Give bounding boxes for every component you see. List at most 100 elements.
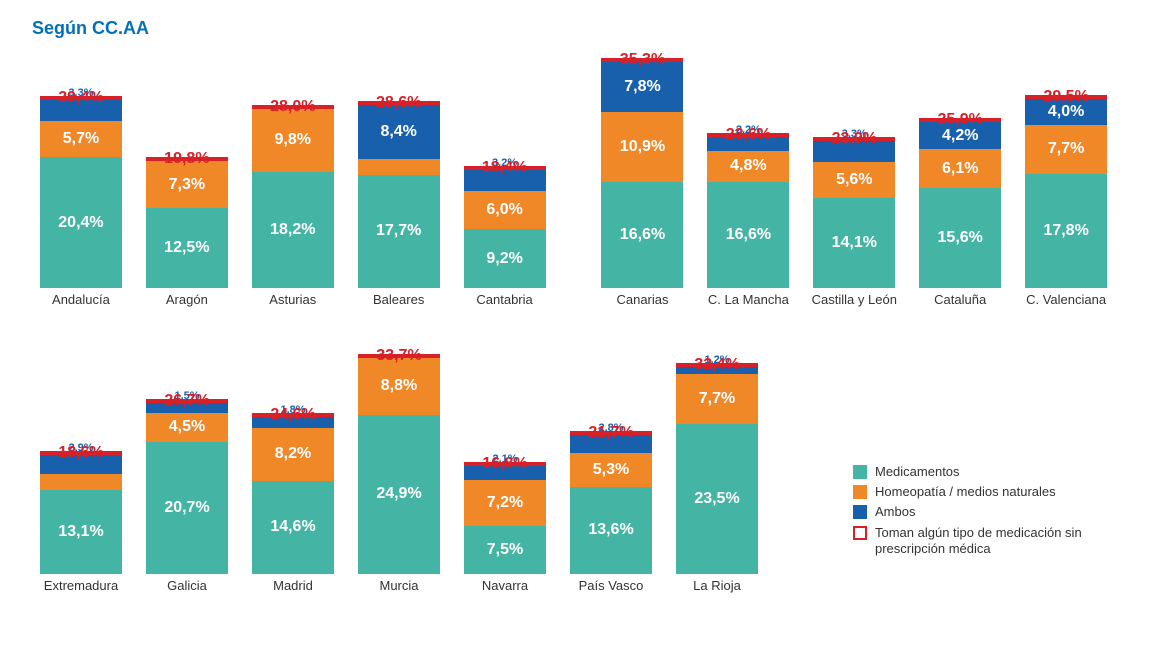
bar-segment: 18,4% (464, 166, 546, 170)
bar-segment-label: 33,7% (376, 348, 421, 364)
bar-segment-label: 14,6% (270, 519, 315, 535)
bar-segment-label: 24,6% (270, 407, 315, 423)
bar-group: 20,4%5,7%3,3%29,4%Andalucía (32, 44, 130, 307)
bar-group: 17,7%2,5%8,4%28,6%Baleares (350, 44, 448, 307)
bar-segment-label: 19,8% (164, 151, 209, 167)
bar-segment: 6,1% (919, 149, 1001, 188)
category-label: Cantabria (476, 292, 532, 307)
bar-stack: 16,6%10,9%7,8%35,3% (601, 58, 683, 288)
bar-segment: 14,1% (813, 198, 895, 288)
bar-segment: 8,8% (358, 358, 440, 414)
bar-segment: 5,6% (813, 162, 895, 198)
bar-segment: 21,7% (570, 431, 652, 435)
bar-segment: 35,3% (601, 58, 683, 62)
category-label: Baleares (373, 292, 424, 307)
bar-segment-label: 5,6% (836, 172, 872, 188)
legend-item-ambos: Ambos (853, 504, 1095, 520)
bar-holder: 20,7%4,5%1,5%26,7% (138, 330, 236, 574)
bar-segment-label: 16,8% (482, 456, 527, 472)
bar-segment-label: 4,0% (1048, 104, 1084, 120)
bar-segment-label: 18,6% (58, 445, 103, 461)
bar-segment: 7,7% (676, 374, 758, 423)
category-label: Aragón (166, 292, 208, 307)
legend-swatch-ambos (853, 505, 867, 519)
category-label: C. Valenciana (1026, 292, 1106, 307)
bar-holder: 23,5%7,7%1,2%32,4% (668, 330, 766, 574)
bar-holder: 13,6%5,3%2,8%21,7% (562, 330, 660, 574)
bar-segment-label: 18,4% (482, 160, 527, 176)
legend-label-toman: Toman algún tipo de medicación sin presc… (875, 525, 1095, 558)
legend-item-toman: Toman algún tipo de medicación sin presc… (853, 525, 1095, 558)
legend-item-homeopatia: Homeopatía / medios naturales (853, 484, 1095, 500)
bar-segment: 16,8% (464, 462, 546, 466)
bar-stack: 24,9%8,8%33,7% (358, 354, 440, 574)
bar-segment: 6,0% (464, 191, 546, 229)
legend-swatch-toman (853, 526, 867, 540)
bar-stack: 20,4%5,7%3,3%29,4% (40, 96, 122, 288)
bar-segment: 28,6% (358, 101, 440, 105)
bar-segment-label: 9,8% (275, 132, 311, 148)
bar-segment: 13,6% (570, 487, 652, 574)
bar-holder: 7,5%7,2%2,1%16,8% (456, 330, 554, 574)
bar-segment: 7,5% (464, 526, 546, 574)
bar-segment: 20,7% (146, 442, 228, 574)
bar-stack: 14,1%5,6%3,3%23,0% (813, 137, 895, 288)
bar-segment-label: 5,3% (593, 462, 629, 478)
bar-holder: 9,2%6,0%3,2%18,4% (456, 44, 554, 288)
bar-segment: 20,4% (40, 157, 122, 288)
bar-segment: 9,2% (464, 229, 546, 288)
bar-group: 13,1%2,6%2,9%18,6%Extremadura (32, 330, 130, 593)
bar-segment-label: 7,2% (487, 495, 523, 511)
bar-holder: 12,5% 7,3% 19,8% (138, 44, 236, 288)
bar-segment-label: 4,8% (730, 158, 766, 174)
bar-holder: 18,2% 9,8% 28,0% (244, 44, 342, 288)
bar-stack: 16,6%4,8%2,2%23,6% (707, 133, 789, 288)
bar-segment-label: 17,7% (376, 223, 421, 239)
bar-segment-label: 4,5% (169, 419, 205, 435)
bar-segment-label: 9,2% (486, 251, 522, 267)
bar-stack: 9,2%6,0%3,2%18,4% (464, 166, 546, 288)
bar-segment-label: 35,3% (620, 52, 665, 68)
bar-segment-label: 29,5% (1043, 89, 1088, 105)
bar-segment-label: 14,1% (832, 235, 877, 251)
legend-swatch-medicamentos (853, 465, 867, 479)
bar-segment-label: 25,9% (938, 112, 983, 128)
bar-segment: 8,4% (358, 105, 440, 159)
bar-segment: 4,5% (146, 413, 228, 442)
bar-group: 20,7%4,5%1,5%26,7%Galicia (138, 330, 236, 593)
bar-segment-label: 23,0% (832, 131, 877, 147)
bar-segment: 32,4% (676, 363, 758, 367)
category-label: Andalucía (52, 292, 110, 307)
bar-segment: 7,3% (146, 161, 228, 208)
bar-segment-label: 24,9% (376, 486, 421, 502)
legend-label-homeopatia: Homeopatía / medios naturales (875, 484, 1056, 500)
bar-group: 16,6%4,8%2,2%23,6%C. La Mancha (699, 44, 797, 307)
bar-stack: 15,6%6,1%4,2%25,9% (919, 118, 1001, 288)
bar-segment-label: 12,5% (164, 240, 209, 256)
bar-stack: 20,7%4,5%1,5%26,7% (146, 399, 228, 574)
bar-segment-label: 8,4% (380, 124, 416, 140)
bar-segment-label: 5,7% (63, 131, 99, 147)
bar-segment: 26,7% (146, 399, 228, 403)
bar-segment-label: 18,2% (270, 222, 315, 238)
bar-segment-label: 7,3% (169, 177, 205, 193)
bar-segment-label: 28,0% (270, 99, 315, 115)
bar-segment-label: 23,6% (726, 127, 771, 143)
bar-segment-label: 16,6% (620, 227, 665, 243)
category-label: Asturias (269, 292, 316, 307)
bar-segment-label: 21,7% (588, 425, 633, 441)
bar-holder: 16,6%10,9%7,8%35,3% (594, 44, 692, 288)
category-label: Madrid (273, 578, 313, 593)
bar-group: 13,6%5,3%2,8%21,7%País Vasco (562, 330, 660, 593)
bar-segment: 14,6% (252, 481, 334, 574)
bar-segment-label: 6,0% (486, 202, 522, 218)
bar-segment: 8,2% (252, 428, 334, 480)
bar-segment: 16,6% (601, 182, 683, 288)
category-label: Navarra (482, 578, 528, 593)
bar-segment-label: 13,1% (58, 524, 103, 540)
bar-group: 16,6%10,9%7,8%35,3%Canarias (594, 44, 692, 307)
bar-group: 14,1%5,6%3,3%23,0%Castilla y León (805, 44, 903, 307)
bar-segment-label: 17,8% (1043, 223, 1088, 239)
bar-group: 17,8%7,7%4,0%29,5%C. Valenciana (1017, 44, 1115, 307)
bar-segment-label: 16,6% (726, 227, 771, 243)
